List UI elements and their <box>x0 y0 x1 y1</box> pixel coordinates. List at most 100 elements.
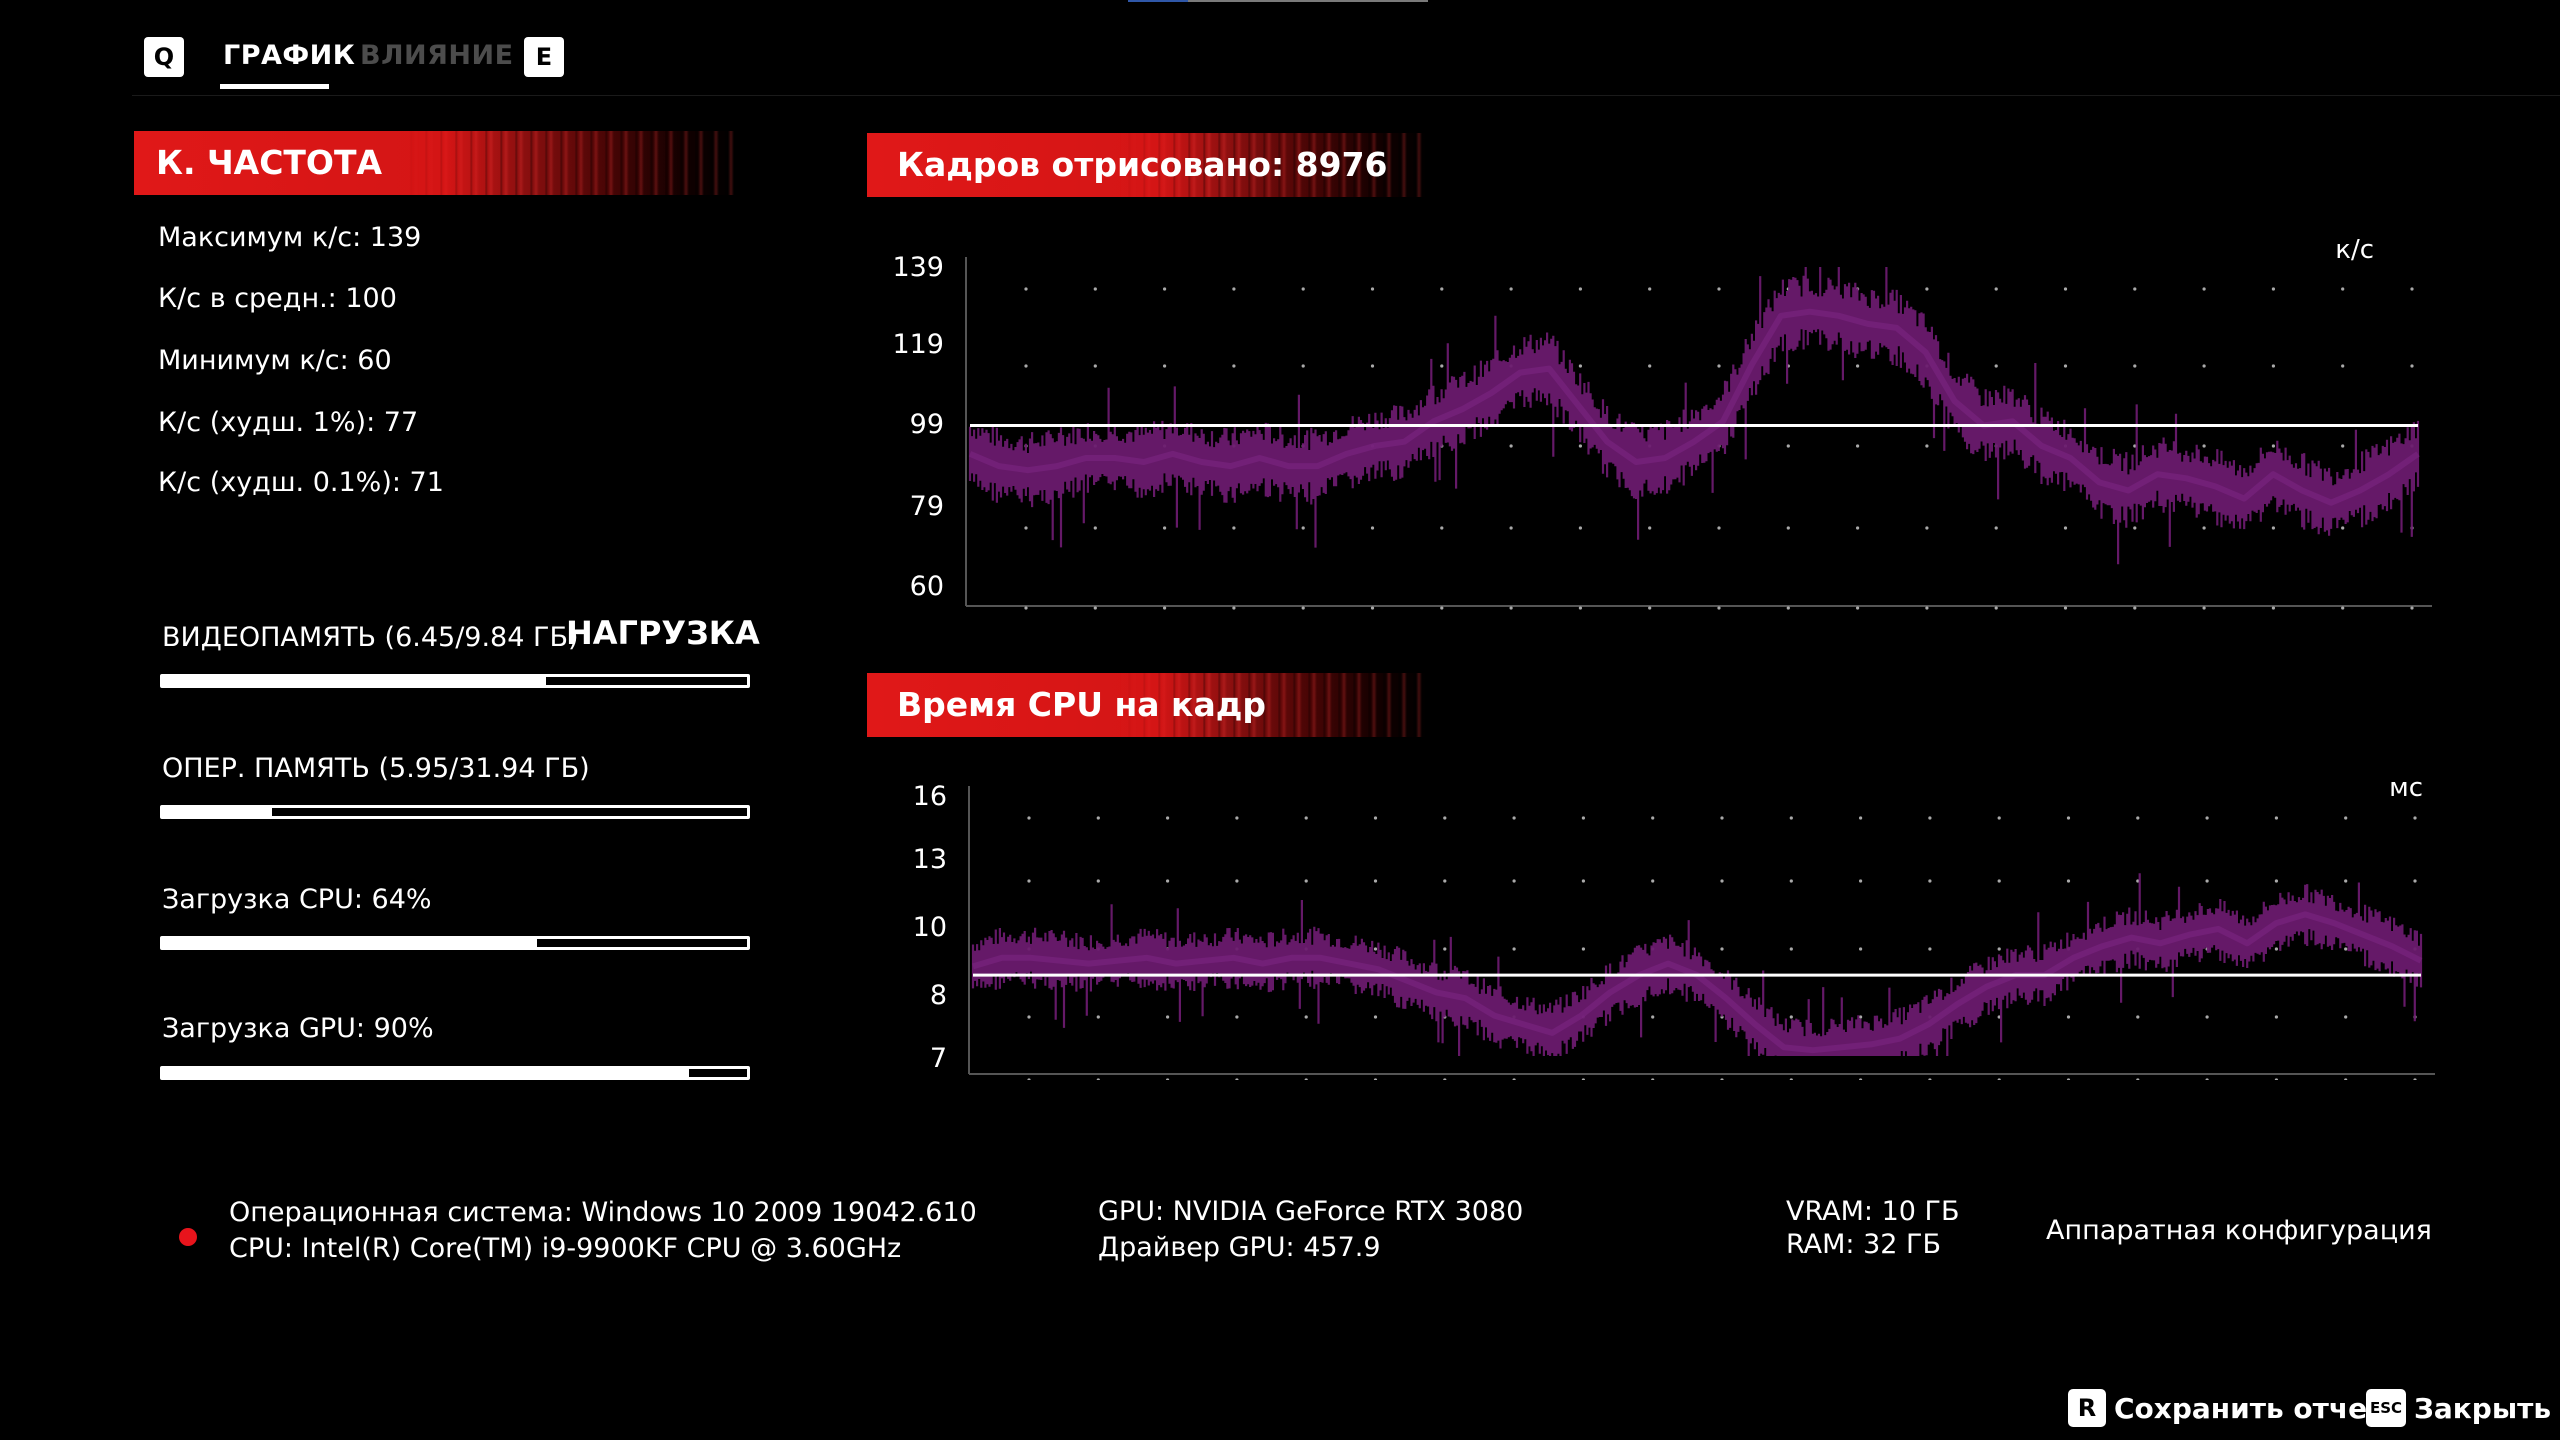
grid-dot <box>2274 879 2278 883</box>
grid-dot <box>1717 364 1721 368</box>
grid-dot <box>2205 1078 2209 1080</box>
grid-dot <box>2274 1078 2278 1080</box>
ram-label: ОПЕР. ПАМЯТЬ (5.95/31.94 ГБ) <box>162 753 590 784</box>
grid-dot <box>1024 606 1028 610</box>
grid-dot <box>2271 444 2275 448</box>
grid-dot <box>2205 816 2209 820</box>
close-button[interactable]: ESC Закрыть <box>2366 1389 2551 1427</box>
grid-dot <box>1027 879 1031 883</box>
y-tick-label: 16 <box>913 781 947 812</box>
grid-dot <box>2413 816 2417 820</box>
grid-dot <box>1925 606 1929 610</box>
grid-row <box>1027 879 2417 883</box>
tab-impact[interactable]: ВЛИЯНИЕ <box>360 40 514 71</box>
grid-dot <box>1651 816 1655 820</box>
grid-dot <box>1789 816 1793 820</box>
grid-dot <box>2413 1078 2417 1080</box>
grid-dot <box>1578 287 1582 291</box>
grid-dot <box>1301 606 1305 610</box>
grid-dot <box>1717 526 1721 530</box>
grid-dot <box>1166 1078 1170 1080</box>
grid-dot <box>2205 879 2209 883</box>
grid-dot <box>1232 364 1236 368</box>
ram-bar <box>160 805 750 819</box>
grid-dot <box>1578 444 1582 448</box>
grid-dot <box>2066 879 2071 883</box>
next-tab-key[interactable]: E <box>524 37 564 77</box>
grid-dot <box>2271 287 2275 291</box>
grid-dot <box>2063 606 2068 610</box>
grid-dot <box>2202 606 2206 610</box>
grid-dot <box>1370 364 1375 368</box>
grid-dot <box>2344 1078 2348 1080</box>
grid-dot <box>1859 1078 1863 1080</box>
grid-dot <box>2274 1015 2278 1019</box>
grid-dot <box>1440 287 1444 291</box>
grid-dot <box>1928 947 1932 951</box>
grid-dot <box>1786 526 1790 530</box>
grid-dot <box>1443 1078 1447 1080</box>
grid-dot <box>1232 287 1236 291</box>
grid-dot <box>1232 526 1236 530</box>
close-label: Закрыть <box>2414 1391 2552 1425</box>
ram-info: RAM: 32 ГБ <box>1786 1229 1942 1260</box>
grid-dot <box>1581 816 1585 820</box>
grid-dot <box>1720 1078 1724 1080</box>
grid-dot <box>1928 816 1932 820</box>
cpu-load-bar <box>160 936 750 950</box>
grid-dot <box>2341 287 2345 291</box>
grid-dot <box>1166 879 1170 883</box>
grid-dot <box>1997 816 2001 820</box>
ram-bar-fill <box>163 808 272 816</box>
cpu-info: CPU: Intel(R) Core(TM) i9-9900KF CPU @ 3… <box>229 1233 902 1264</box>
grid-dot <box>1370 287 1375 291</box>
cpu-frametime-chart: 16 13 10 8 7 мс <box>913 773 2435 1080</box>
vram-bar <box>160 674 750 688</box>
fps-chart-title: Кадров отрисовано: 8976 <box>897 145 1388 184</box>
cpu-chart-header: Время CPU на кадр <box>867 673 1427 737</box>
grid-dot <box>1235 1078 1239 1080</box>
gpu-info: GPU: NVIDIA GeForce RTX 3080 <box>1098 1196 1524 1227</box>
hardware-config-label: Аппаратная конфигурация <box>2046 1215 2432 1246</box>
grid-dot <box>1720 816 1724 820</box>
grid-dot <box>2202 287 2206 291</box>
driver-info: Драйвер GPU: 457.9 <box>1098 1232 1381 1263</box>
grid-dot <box>2410 364 2414 368</box>
grid-dot <box>1859 816 1863 820</box>
grid-row <box>1024 287 2414 291</box>
grid-dot <box>1786 444 1790 448</box>
grid-dot <box>1304 816 1308 820</box>
grid-dot <box>1997 947 2001 951</box>
grid-dot <box>1027 1078 1031 1080</box>
grid-dot <box>1440 606 1444 610</box>
tabs-divider <box>132 95 2560 96</box>
grid-dot <box>1163 526 1167 530</box>
grid-dot <box>2341 444 2345 448</box>
tab-graph[interactable]: ГРАФИК <box>223 40 356 71</box>
gpu-load-label: Загрузка GPU: 90% <box>162 1013 434 1044</box>
grid-dot <box>1786 606 1790 610</box>
grid-dot <box>2344 947 2348 951</box>
stat-max-fps: Максимум к/с: 139 <box>158 222 422 253</box>
grid-dot <box>1651 1078 1655 1080</box>
grid-dot <box>1651 1015 1655 1019</box>
load-title: НАГРУЗКА <box>566 614 760 652</box>
grid-dot <box>1925 444 1929 448</box>
grid-dot <box>1512 947 1516 951</box>
grid-dot <box>2341 526 2345 530</box>
grid-dot <box>1370 606 1375 610</box>
grid-dot <box>1024 526 1028 530</box>
grid-dot <box>1163 287 1167 291</box>
grid-dot <box>2205 1015 2209 1019</box>
y-tick-label: 119 <box>892 329 944 360</box>
grid-dot <box>2410 606 2414 610</box>
grid-dot <box>2271 606 2275 610</box>
grid-dot <box>2136 816 2140 820</box>
grid-dot <box>2202 444 2206 448</box>
save-report-button[interactable]: R Сохранить отчет <box>2068 1389 2383 1427</box>
grid-dot <box>1093 606 1097 610</box>
grid-dot <box>1373 1078 1378 1080</box>
prev-tab-key[interactable]: Q <box>144 37 184 77</box>
grid-dot <box>1512 1078 1516 1080</box>
grid-dot <box>1235 1015 1239 1019</box>
